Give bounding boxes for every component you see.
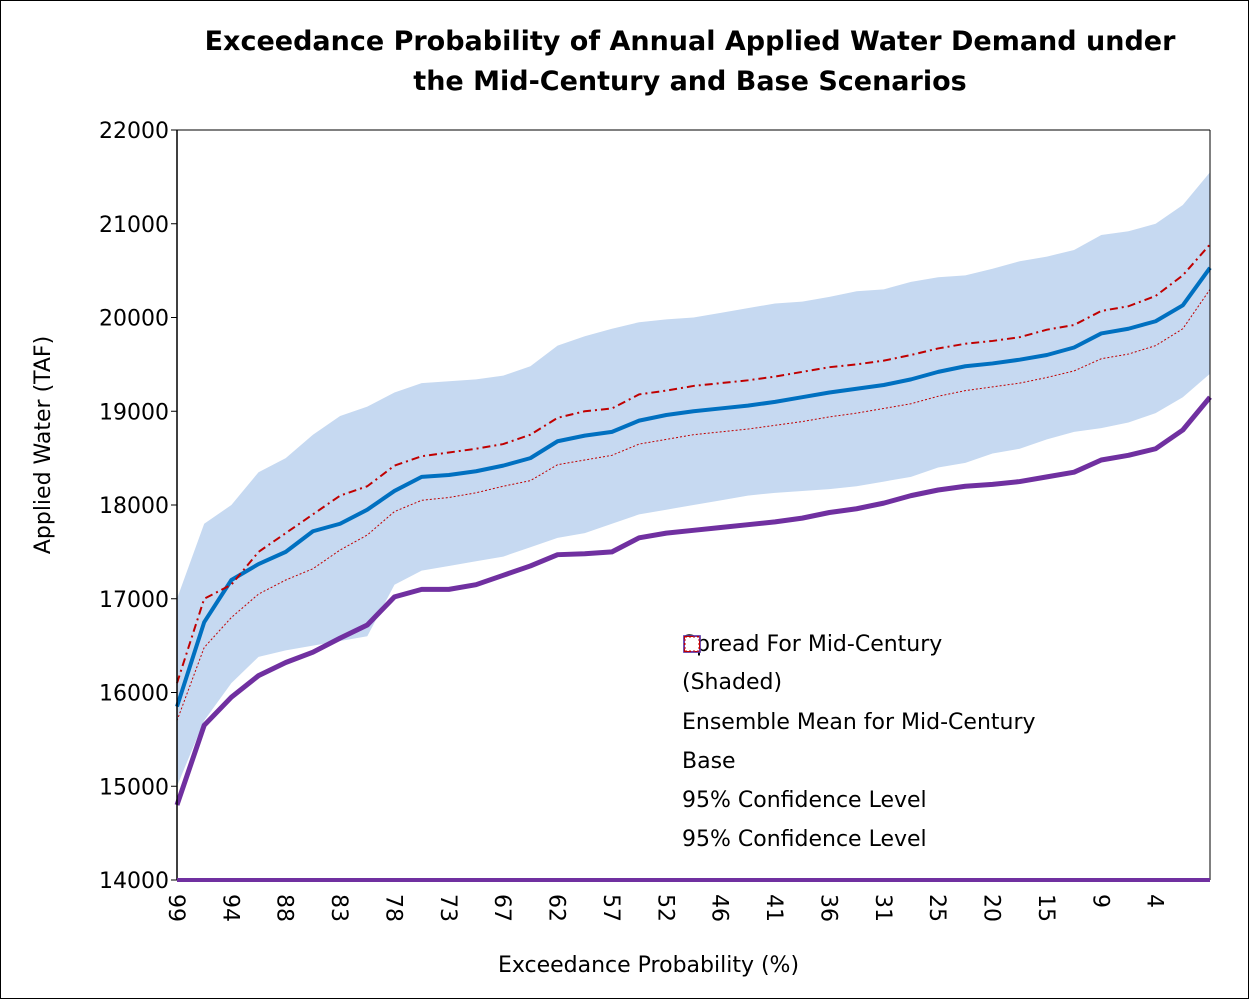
legend-entry: Base <box>682 635 1036 782</box>
legend-label: Base <box>682 749 736 774</box>
legend-label: Ensemble Mean for Mid-Century <box>682 710 1036 735</box>
y-tick-label: 15000 <box>99 775 169 800</box>
series-line <box>176 243 1211 684</box>
y-tick-label: 21000 <box>99 213 169 238</box>
x-tick-label: 20 <box>979 894 1004 922</box>
x-tick-label: 25 <box>924 894 949 922</box>
y-tick-label: 20000 <box>99 307 169 332</box>
x-tick-label: 99 <box>163 894 188 922</box>
legend-label: 95% Confidence Level <box>682 788 927 813</box>
legend-symbol <box>684 636 700 652</box>
legend-entry: 95% Confidence Level <box>682 636 1036 860</box>
x-tick-label: 9 <box>1087 894 1112 908</box>
legend: Spread For Mid-Century (Shaded) Ensemble … <box>682 626 1036 860</box>
x-tick-label: 46 <box>707 894 732 922</box>
series-line <box>174 395 1212 806</box>
y-tick-label: 16000 <box>99 682 169 707</box>
legend-entry: 95% Confidence Level <box>682 636 1036 821</box>
y-axis-label: Applied Water (TAF) <box>31 336 56 554</box>
legend-label: Spread For Mid-Century (Shaded) <box>682 632 943 695</box>
y-tick-label: 19000 <box>99 400 169 425</box>
x-tick-label: 67 <box>489 894 514 922</box>
title-line: Exceedance Probability of Annual Applied… <box>204 26 1176 57</box>
x-tick-label: 94 <box>217 894 242 922</box>
x-tick-label: 88 <box>272 894 297 922</box>
x-tick-label: 31 <box>870 894 895 922</box>
x-tick-label: 15 <box>1033 894 1058 922</box>
legend-swatch <box>684 636 700 652</box>
x-tick-label: 4 <box>1142 894 1167 908</box>
chart-title: Exceedance Probability of Annual Applied… <box>140 22 1240 102</box>
x-tick-label: 57 <box>598 894 623 922</box>
legend-label: 95% Confidence Level <box>682 827 927 852</box>
y-tick-label: 18000 <box>99 494 169 519</box>
series-line <box>176 289 1211 721</box>
x-tick-label: 41 <box>761 894 786 922</box>
x-tick-label: 62 <box>544 894 569 922</box>
legend-entry: Ensemble Mean for Mid-Century <box>682 635 1036 743</box>
series-line <box>175 266 1212 708</box>
x-tick-label: 83 <box>326 894 351 922</box>
title-line: the Mid-Century and Base Scenarios <box>413 66 967 97</box>
y-tick-label: 22000 <box>99 119 169 144</box>
x-tick-label: 52 <box>652 894 677 922</box>
y-tick-label: 17000 <box>99 588 169 613</box>
spread-band <box>177 172 1210 787</box>
legend-entry: Spread For Mid-Century (Shaded) <box>682 626 1036 704</box>
x-tick-label: 73 <box>435 894 460 922</box>
x-tick-label: 78 <box>380 894 405 922</box>
x-tick-label: 36 <box>815 894 840 922</box>
y-tick-label: 14000 <box>99 869 169 894</box>
x-axis-label: Exceedance Probability (%) <box>498 953 799 978</box>
